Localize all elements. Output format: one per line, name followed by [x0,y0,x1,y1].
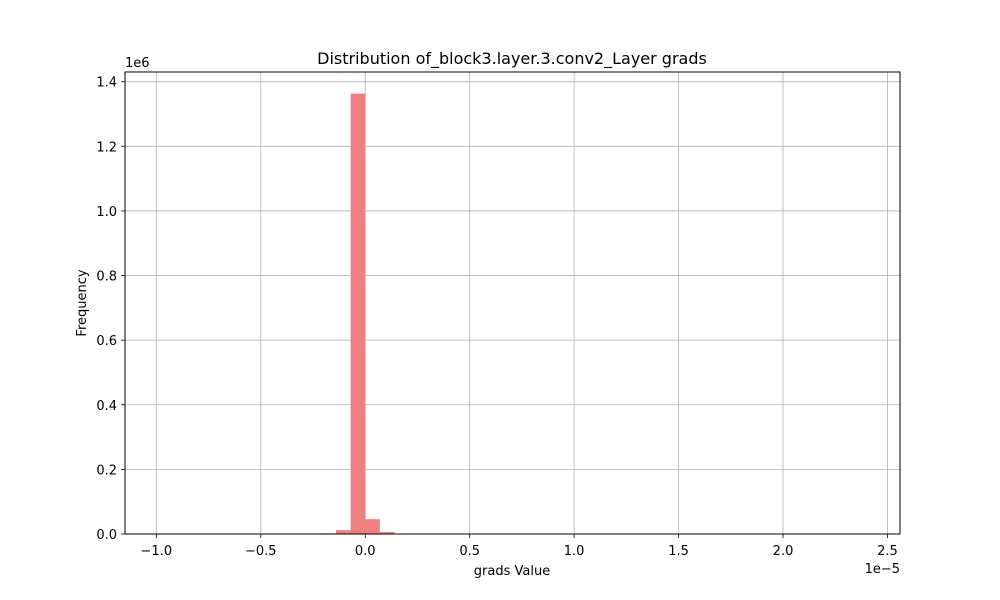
x-tick-label: −1.0 [141,544,173,559]
y-axis-label: Frequency [75,269,90,336]
y-tick-label: 0.8 [96,270,117,285]
plot-frame [124,71,901,535]
x-tick-label: 1.0 [564,544,585,559]
x-tick-label: −0.5 [245,544,277,559]
x-axis-offset-label: 1e−5 [865,562,900,577]
histogram-bar [365,519,380,534]
y-axis-ticks: 0.0 0.2 0.4 0.6 0.8 1.0 1.2 1.4 [96,76,125,543]
histogram-bar [350,93,366,535]
x-tick-label: 1.5 [668,544,689,559]
x-axis-label: grads Value [474,564,550,579]
y-tick-label: 1.4 [96,76,117,91]
x-tick-label: 2.5 [877,544,898,559]
y-tick-label: 0.4 [96,399,117,414]
y-tick-label: 1.2 [96,140,117,155]
x-tick-label: 0.5 [459,544,480,559]
histogram-bar [379,532,395,534]
y-tick-label: 1.0 [96,205,117,220]
grid-lines [125,72,900,535]
y-tick-label: 0.6 [96,334,117,349]
y-tick-label: 0.0 [96,528,117,543]
x-tick-label: 0.0 [355,544,376,559]
x-axis-ticks: −1.0 −0.5 0.0 0.5 1.0 1.5 2.0 2.5 [141,534,898,559]
histogram-bars [321,93,395,535]
chart-title: Distribution of_block3.layer.3.conv2_Lay… [317,49,707,69]
histogram-bar [335,530,351,534]
x-tick-label: 2.0 [773,544,794,559]
y-tick-label: 0.2 [96,463,117,478]
y-axis-offset-label: 1e6 [125,56,150,71]
